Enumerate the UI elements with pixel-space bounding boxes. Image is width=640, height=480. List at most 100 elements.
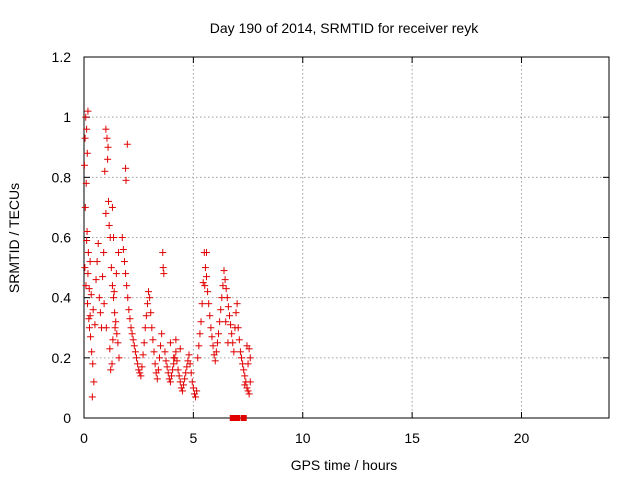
data-point xyxy=(82,179,90,187)
data-point xyxy=(230,348,238,356)
data-point xyxy=(103,134,111,142)
data-point xyxy=(135,366,143,374)
data-point xyxy=(108,282,116,290)
data-point xyxy=(111,324,119,332)
data-point xyxy=(211,357,219,365)
data-point xyxy=(245,345,253,353)
data-point xyxy=(246,354,254,362)
data-point-square xyxy=(234,415,241,421)
data-point xyxy=(208,333,216,341)
data-point xyxy=(155,354,163,362)
data-point xyxy=(100,300,108,308)
data-point xyxy=(209,342,217,350)
chart-title: Day 190 of 2014, SRMTID for receiver rey… xyxy=(210,20,479,36)
data-point xyxy=(88,348,96,356)
data-point xyxy=(206,312,214,320)
data-point xyxy=(106,345,114,353)
y-tick-label: 0.8 xyxy=(52,169,72,185)
data-point xyxy=(186,360,194,368)
data-point xyxy=(215,330,223,338)
data-point xyxy=(119,246,127,254)
data-point xyxy=(148,324,156,332)
data-point xyxy=(112,270,120,278)
data-point xyxy=(89,306,97,314)
data-point xyxy=(217,306,225,314)
y-tick-label: 1 xyxy=(63,109,71,125)
y-tick-label: 0.4 xyxy=(52,290,72,306)
data-point xyxy=(161,348,169,356)
data-point xyxy=(136,369,144,377)
data-point xyxy=(176,378,184,386)
data-point xyxy=(94,240,102,248)
data-point xyxy=(102,125,110,133)
data-point xyxy=(194,354,202,362)
data-point xyxy=(245,390,253,398)
data-point xyxy=(212,348,220,356)
data-point xyxy=(140,339,148,347)
data-point xyxy=(224,339,232,347)
plot-frame xyxy=(83,56,610,419)
data-point xyxy=(137,372,145,380)
data-point xyxy=(112,318,120,326)
data-point xyxy=(163,363,171,371)
data-point xyxy=(87,333,95,341)
data-point xyxy=(82,113,90,121)
data-point xyxy=(99,273,107,281)
data-point xyxy=(145,288,153,296)
data-point xyxy=(134,360,142,368)
data-point xyxy=(86,312,94,320)
data-point xyxy=(81,134,89,142)
x-axis-label: GPS time / hours xyxy=(291,457,398,473)
data-point xyxy=(110,288,118,296)
data-point xyxy=(96,309,104,317)
data-point xyxy=(162,357,170,365)
data-point xyxy=(125,306,133,314)
data-point xyxy=(236,348,244,356)
data-point xyxy=(168,372,175,380)
data-point xyxy=(222,318,230,326)
data-point xyxy=(107,264,115,272)
data-point xyxy=(84,249,92,257)
data-point xyxy=(123,282,131,290)
x-tick-label: 15 xyxy=(404,430,420,446)
data-point xyxy=(83,237,91,245)
data-point xyxy=(216,318,224,326)
data-point xyxy=(154,366,162,374)
y-axis-label: SRMTID / TECUs xyxy=(6,183,22,293)
data-point xyxy=(164,369,172,377)
data-point xyxy=(114,339,122,347)
y-tick-label: 1.2 xyxy=(52,49,72,65)
data-point xyxy=(87,291,95,299)
data-point xyxy=(83,227,91,235)
data-points xyxy=(80,107,254,421)
data-point xyxy=(124,294,132,302)
y-tick-label: 0 xyxy=(63,410,71,426)
data-point xyxy=(141,324,149,332)
data-point xyxy=(187,369,195,377)
data-point xyxy=(223,294,231,302)
data-point xyxy=(213,339,221,347)
data-point xyxy=(220,267,228,275)
data-point xyxy=(244,360,252,368)
data-point xyxy=(133,354,140,362)
data-point xyxy=(118,234,126,241)
data-point xyxy=(95,294,103,302)
data-point xyxy=(172,336,180,344)
data-point xyxy=(166,339,174,347)
data-point xyxy=(235,336,243,344)
data-point xyxy=(170,360,178,368)
data-point xyxy=(126,315,134,323)
data-point xyxy=(85,315,93,323)
data-point xyxy=(81,203,89,211)
data-point xyxy=(180,381,188,389)
y-tick-label: 0.6 xyxy=(52,230,72,246)
data-point xyxy=(241,372,249,380)
axis-ticks: 0 0.2 0.4 0.6 0.8 1 1.2 0 5 10 15 20 xyxy=(52,49,609,446)
data-point xyxy=(84,270,92,278)
data-point xyxy=(86,258,94,266)
data-point xyxy=(159,249,167,257)
data-point xyxy=(207,324,215,332)
data-point xyxy=(199,279,207,287)
data-point xyxy=(104,155,112,163)
